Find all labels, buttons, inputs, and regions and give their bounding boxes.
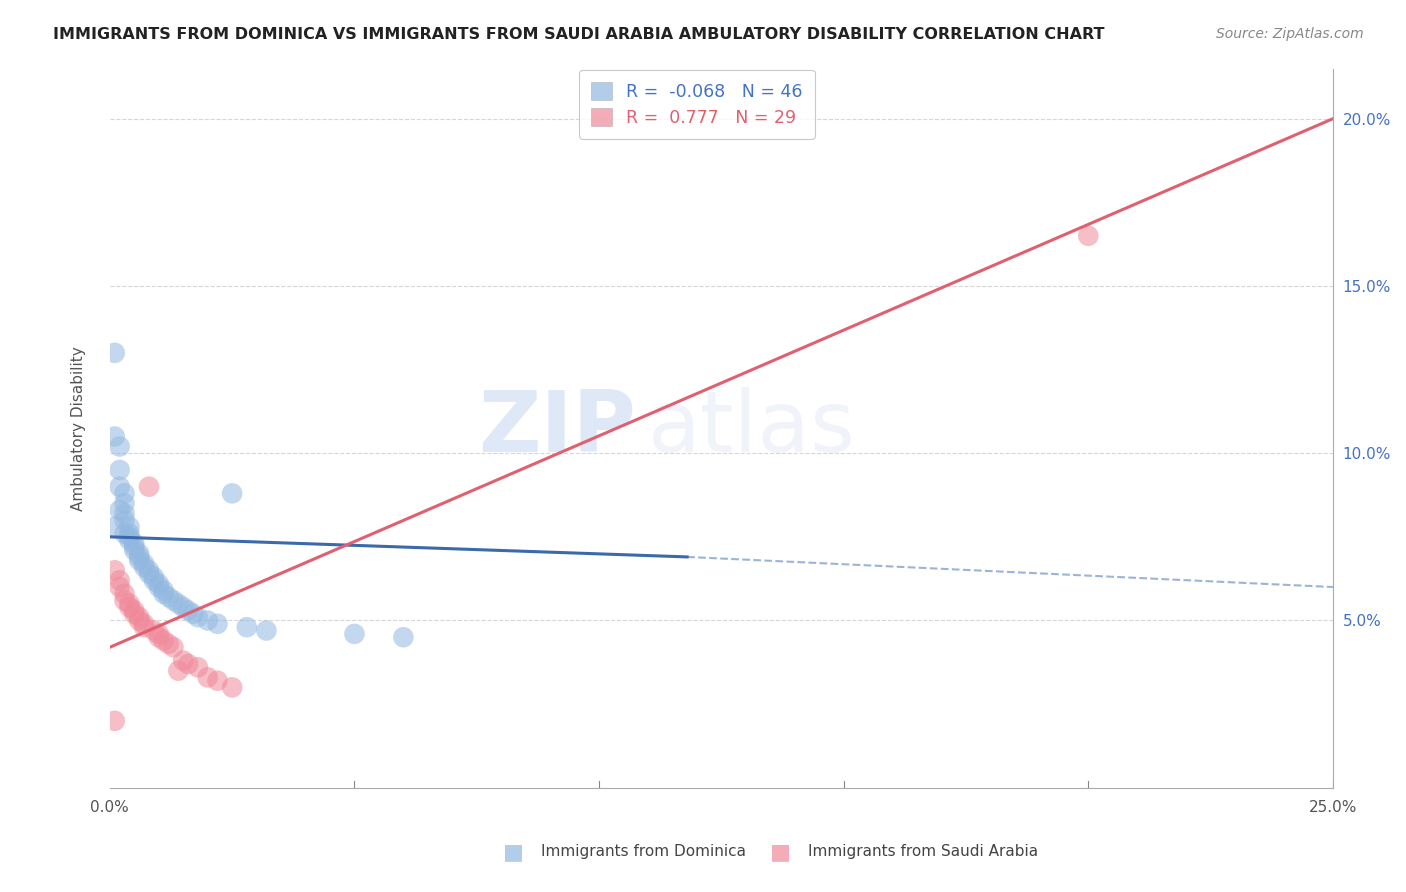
Point: [128, 553, 150, 567]
Point: [108, 463, 131, 477]
Text: Immigrants from Saudi Arabia: Immigrants from Saudi Arabia: [808, 845, 1039, 859]
Text: ■: ■: [503, 842, 523, 862]
Point: [128, 547, 150, 561]
Point: [181, 607, 204, 621]
Point: [157, 637, 180, 651]
Point: [104, 520, 127, 534]
Point: [114, 496, 136, 510]
Point: [114, 587, 136, 601]
Point: [236, 620, 259, 634]
Point: [138, 566, 160, 581]
Point: [138, 563, 160, 577]
Point: [148, 627, 170, 641]
Point: [207, 673, 229, 688]
Point: [197, 614, 219, 628]
Point: [132, 620, 155, 634]
Point: [118, 600, 141, 615]
Point: [108, 580, 131, 594]
Point: [148, 576, 170, 591]
Point: [118, 597, 141, 611]
Point: [343, 627, 366, 641]
Point: [187, 660, 209, 674]
Point: [221, 486, 243, 500]
Point: [162, 593, 184, 607]
Point: [207, 616, 229, 631]
Point: [142, 624, 165, 638]
Point: [167, 597, 190, 611]
Point: [148, 630, 170, 644]
Point: [124, 607, 146, 621]
Point: [108, 503, 131, 517]
Point: [114, 526, 136, 541]
Point: [221, 681, 243, 695]
Text: ■: ■: [770, 842, 790, 862]
Point: [148, 580, 170, 594]
Point: [104, 346, 127, 360]
Point: [128, 549, 150, 564]
Point: [162, 640, 184, 655]
Point: [152, 633, 174, 648]
Point: [392, 630, 415, 644]
Point: [128, 610, 150, 624]
Point: [138, 480, 160, 494]
Point: [177, 657, 200, 671]
Text: Immigrants from Dominica: Immigrants from Dominica: [541, 845, 747, 859]
Point: [124, 603, 146, 617]
Point: [108, 574, 131, 588]
Point: [118, 526, 141, 541]
Point: [142, 574, 165, 588]
Point: [167, 664, 190, 678]
Point: [118, 520, 141, 534]
Point: [118, 530, 141, 544]
Point: [124, 540, 146, 554]
Point: [114, 513, 136, 527]
Text: IMMIGRANTS FROM DOMINICA VS IMMIGRANTS FROM SAUDI ARABIA AMBULATORY DISABILITY C: IMMIGRANTS FROM DOMINICA VS IMMIGRANTS F…: [53, 27, 1105, 42]
Point: [124, 536, 146, 550]
Point: [124, 543, 146, 558]
Point: [1077, 228, 1099, 243]
Point: [108, 440, 131, 454]
Point: [152, 587, 174, 601]
Point: [132, 616, 155, 631]
Point: [118, 533, 141, 548]
Point: [197, 670, 219, 684]
Point: [114, 593, 136, 607]
Point: [172, 654, 194, 668]
Point: [114, 507, 136, 521]
Point: [157, 590, 180, 604]
Text: Source: ZipAtlas.com: Source: ZipAtlas.com: [1216, 27, 1364, 41]
Point: [104, 429, 127, 443]
Point: [104, 563, 127, 577]
Y-axis label: Ambulatory Disability: Ambulatory Disability: [72, 346, 86, 510]
Point: [187, 610, 209, 624]
Point: [104, 714, 127, 728]
Legend: R =  -0.068   N = 46, R =  0.777   N = 29: R = -0.068 N = 46, R = 0.777 N = 29: [579, 70, 814, 139]
Text: atlas: atlas: [648, 386, 856, 469]
Point: [172, 600, 194, 615]
Text: ZIP: ZIP: [478, 386, 636, 469]
Point: [128, 614, 150, 628]
Point: [177, 603, 200, 617]
Point: [254, 624, 277, 638]
Point: [114, 486, 136, 500]
Point: [132, 560, 155, 574]
Point: [152, 583, 174, 598]
Point: [132, 557, 155, 571]
Point: [142, 570, 165, 584]
Point: [108, 480, 131, 494]
